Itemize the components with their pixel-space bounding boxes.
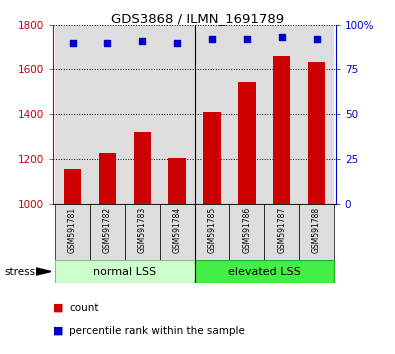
Text: GSM591785: GSM591785 bbox=[207, 206, 216, 253]
Bar bbox=[134, 132, 151, 204]
Text: ■: ■ bbox=[53, 326, 64, 336]
Text: GSM591787: GSM591787 bbox=[277, 206, 286, 253]
Text: GSM591788: GSM591788 bbox=[312, 206, 321, 252]
Bar bbox=[160, 204, 195, 260]
Bar bbox=[264, 25, 299, 204]
Point bbox=[244, 36, 250, 42]
Bar bbox=[299, 204, 334, 260]
Bar bbox=[229, 204, 264, 260]
Bar bbox=[299, 25, 334, 204]
Point bbox=[70, 40, 76, 46]
Bar bbox=[264, 204, 299, 260]
Bar bbox=[90, 25, 125, 204]
Bar bbox=[55, 260, 195, 283]
Point bbox=[139, 38, 145, 44]
Point bbox=[174, 40, 180, 46]
Bar bbox=[238, 82, 256, 204]
Point bbox=[104, 40, 111, 46]
Point bbox=[278, 34, 285, 40]
Text: ■: ■ bbox=[53, 303, 64, 313]
Bar bbox=[90, 204, 125, 260]
Text: percentile rank within the sample: percentile rank within the sample bbox=[69, 326, 245, 336]
Point bbox=[209, 36, 215, 42]
Bar bbox=[168, 158, 186, 204]
Bar bbox=[308, 62, 325, 204]
Bar bbox=[195, 25, 229, 204]
Bar bbox=[99, 153, 116, 204]
Point bbox=[313, 36, 320, 42]
Text: GDS3868 / ILMN_1691789: GDS3868 / ILMN_1691789 bbox=[111, 12, 284, 25]
Text: GSM591783: GSM591783 bbox=[138, 206, 147, 253]
Text: normal LSS: normal LSS bbox=[93, 267, 156, 277]
Text: GSM591786: GSM591786 bbox=[243, 206, 251, 253]
Polygon shape bbox=[36, 268, 51, 275]
Bar bbox=[125, 25, 160, 204]
Bar bbox=[64, 169, 81, 204]
Text: GSM591784: GSM591784 bbox=[173, 206, 182, 253]
Bar bbox=[160, 25, 195, 204]
Bar bbox=[229, 25, 264, 204]
Bar bbox=[195, 260, 334, 283]
Text: GSM591781: GSM591781 bbox=[68, 206, 77, 252]
Text: GSM591782: GSM591782 bbox=[103, 206, 112, 252]
Bar bbox=[273, 56, 290, 204]
Bar bbox=[195, 204, 229, 260]
Text: count: count bbox=[69, 303, 99, 313]
Bar bbox=[55, 204, 90, 260]
Bar bbox=[203, 112, 221, 204]
Bar bbox=[125, 204, 160, 260]
Bar bbox=[55, 25, 90, 204]
Text: elevated LSS: elevated LSS bbox=[228, 267, 301, 277]
Text: stress: stress bbox=[4, 267, 35, 277]
